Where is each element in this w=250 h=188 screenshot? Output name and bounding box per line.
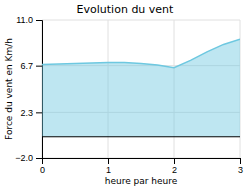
y-axis-tick-mark	[36, 112, 42, 113]
x-axis-tick: 0	[40, 158, 45, 175]
y-axis-tick-label: −2.0	[15, 153, 33, 163]
chart: 0 1 2 3 −2.0 2.3 6.7 11.0 Evolution du vent heure…	[0, 0, 250, 188]
area	[42, 39, 240, 137]
x-axis-tick-label: 3	[238, 165, 243, 175]
x-axis-tick-label: 2	[172, 165, 177, 175]
y-axis-tick-mark	[36, 66, 42, 67]
y-axis: −2.0 2.3 6.7 11.0	[15, 15, 42, 163]
x-axis-tick-mark	[108, 158, 109, 164]
y-axis-tick: 2.3	[20, 108, 42, 118]
y-axis-tick: 6.7	[20, 61, 42, 71]
x-axis-line	[43, 159, 241, 165]
x-axis-tick-label: 1	[106, 165, 111, 175]
title: Evolution du vent	[77, 3, 174, 16]
marks	[42, 39, 240, 137]
zero-line	[42, 136, 240, 137]
grid-line-y	[42, 20, 240, 21]
y-axis-tick-mark	[36, 158, 42, 159]
x-axis-tick-mark	[240, 158, 241, 164]
y-axis-line	[36, 21, 43, 159]
line	[42, 39, 240, 68]
x-axis-tick-mark	[174, 158, 175, 164]
x-axis-tick: 3	[238, 158, 243, 175]
y-axis-title: Force du vent en Km/h	[4, 38, 14, 140]
x-axis: 0 1 2 3	[40, 158, 243, 175]
y-axis-tick-label: 11.0	[16, 15, 33, 25]
y-axis-tick-label: 6.7	[20, 61, 33, 71]
y-axis-tick: 11.0	[16, 15, 42, 25]
x-axis-tick-label: 0	[40, 165, 45, 175]
plot: 0 1 2 3 −2.0 2.3 6.7 11.0	[15, 15, 243, 175]
y-axis-tick-mark	[36, 20, 42, 21]
x-axis-tick: 1	[106, 158, 111, 175]
x-axis-tick: 2	[172, 158, 177, 175]
y-axis-tick: −2.0	[15, 153, 42, 163]
grid	[42, 20, 240, 158]
y-axis-tick-label: 2.3	[20, 108, 33, 118]
x-axis-title: heure par heure	[105, 176, 178, 186]
